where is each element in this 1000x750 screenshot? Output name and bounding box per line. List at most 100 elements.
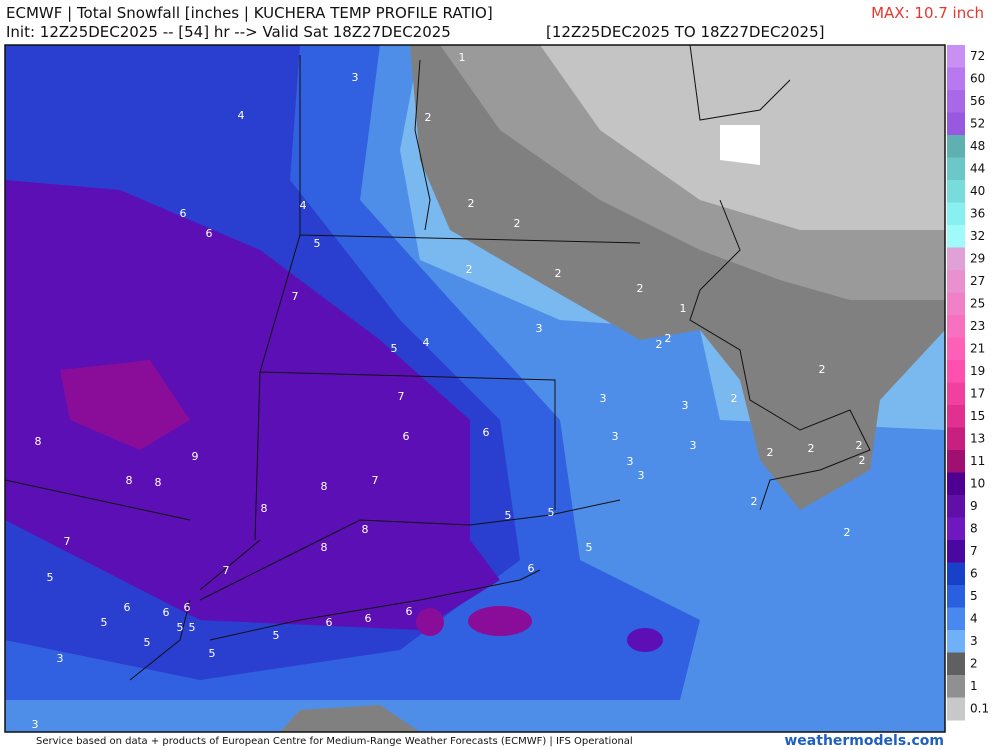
contour-label: 8 <box>321 480 328 493</box>
colorbar-label: 3 <box>970 634 978 648</box>
field-7 <box>5 180 500 630</box>
contour-label: 2 <box>466 263 473 276</box>
contour-label: 3 <box>536 322 543 335</box>
field-2b <box>280 705 420 732</box>
colorbar-label: 4 <box>970 611 978 625</box>
contour-label: 6 <box>326 616 333 629</box>
colorbar-label: 36 <box>970 206 985 220</box>
contour-label: 2 <box>844 526 851 539</box>
contour-label: 5 <box>273 629 280 642</box>
colorbar-label: 25 <box>970 296 985 310</box>
contour-label: 2 <box>859 454 866 467</box>
colorbar-label: 56 <box>970 94 985 108</box>
colorbar-label: 6 <box>970 566 978 580</box>
contour-label: 5 <box>505 509 512 522</box>
contour-label: 2 <box>819 363 826 376</box>
contour-label: 7 <box>372 474 379 487</box>
contour-label: 5 <box>391 342 398 355</box>
colorbar: 7260565248444036322927252321191715131110… <box>947 45 989 721</box>
colorbar-label: 72 <box>970 49 985 63</box>
contour-label: 6 <box>163 606 170 619</box>
contour-label: 2 <box>656 338 663 351</box>
contour-label: 3 <box>32 718 39 731</box>
map-frame <box>4 44 946 733</box>
field-9c <box>416 608 444 636</box>
colorbar-label: 44 <box>970 161 985 175</box>
contour-label: 7 <box>398 390 405 403</box>
contour-label: 2 <box>856 439 863 452</box>
contour-label: 8 <box>155 476 162 489</box>
contour-label: 6 <box>403 430 410 443</box>
colorbar-swatch <box>947 652 965 676</box>
contour-label: 5 <box>209 647 216 660</box>
colorbar-swatch <box>947 607 965 631</box>
colorbar-label: 11 <box>970 454 985 468</box>
colorbar-swatch <box>947 472 965 496</box>
contour-label: 2 <box>665 332 672 345</box>
contour-label: 3 <box>638 469 645 482</box>
colorbar-label: 15 <box>970 409 985 423</box>
site: weathermodels.com <box>784 733 944 749</box>
contour-label: 6 <box>365 612 372 625</box>
contour-label: 8 <box>321 541 328 554</box>
colorbar-label: 2 <box>970 656 978 670</box>
colorbar-swatch <box>947 675 965 698</box>
contour-label: 3 <box>682 399 689 412</box>
colorbar-swatch <box>947 495 965 518</box>
colorbar-swatch <box>947 225 965 248</box>
contour-label: 2 <box>767 446 774 459</box>
contour-label: 2 <box>555 267 562 280</box>
contour-label: 6 <box>528 562 535 575</box>
colorbar-label: 1 <box>970 679 978 693</box>
colorbar-swatch <box>947 450 965 473</box>
field-7b <box>627 628 663 652</box>
contour-label: 2 <box>514 217 521 230</box>
contour-label: 2 <box>731 392 738 405</box>
contour-label: 7 <box>292 290 299 303</box>
colorbar-swatch <box>947 427 965 451</box>
colorbar-label: 60 <box>970 71 985 85</box>
contour-label: 7 <box>223 564 230 577</box>
colorbar-label: 7 <box>970 544 978 558</box>
contour-label: 3 <box>612 430 619 443</box>
contour-label: 3 <box>352 71 359 84</box>
colorbar-swatch <box>947 135 965 158</box>
colorbar-label: 48 <box>970 139 985 153</box>
contour-label: 6 <box>184 601 191 614</box>
contour-label: 8 <box>35 435 42 448</box>
contour-label: 7 <box>64 535 71 548</box>
colorbar-swatch <box>947 697 965 721</box>
colorbar-label: 10 <box>970 476 985 490</box>
contour-label: 4 <box>300 199 307 212</box>
colorbar-label: 32 <box>970 229 985 243</box>
contour-label: 9 <box>192 450 199 463</box>
contour-label: 5 <box>314 237 321 250</box>
colorbar-swatch <box>947 45 965 68</box>
colorbar-swatch <box>947 292 965 316</box>
title: ECMWF | Total Snowfall [inches | KUCHERA… <box>6 4 493 22</box>
colorbar-label: 27 <box>970 274 985 288</box>
colorbar-swatch <box>947 630 965 653</box>
contour-label: 5 <box>144 636 151 649</box>
contour-label: 6 <box>124 601 131 614</box>
colorbar-swatch <box>947 540 965 563</box>
contour-label: 5 <box>189 621 196 634</box>
colorbar-swatch <box>947 112 965 136</box>
contour-label: 1 <box>459 51 466 64</box>
contour-label: 6 <box>483 426 490 439</box>
colorbar-swatch <box>947 585 965 608</box>
credit: Service based on data + products of Euro… <box>36 736 633 747</box>
colorbar-swatch <box>947 360 965 383</box>
colorbar-swatch <box>947 67 965 91</box>
contour-label: 3 <box>57 652 64 665</box>
colorbar-swatch <box>947 517 965 541</box>
contour-label: 5 <box>101 616 108 629</box>
colorbar-label: 23 <box>970 319 985 333</box>
colorbar-label: 52 <box>970 116 985 130</box>
contour-label: 6 <box>180 207 187 220</box>
colorbar-swatch <box>947 202 965 226</box>
borders <box>5 45 871 681</box>
